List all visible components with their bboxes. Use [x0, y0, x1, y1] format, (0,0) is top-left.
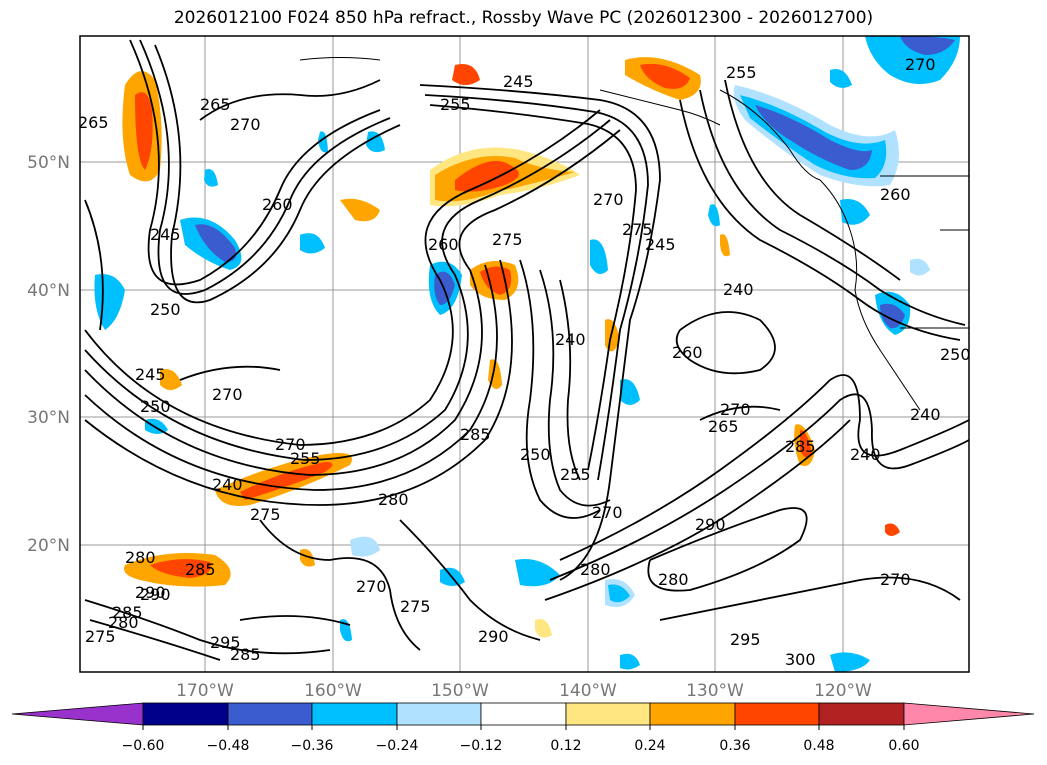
contour-label: 290 [140, 585, 171, 604]
contour-label: 270 [880, 570, 911, 589]
contour-label: 280 [125, 548, 156, 567]
contour-label: 245 [150, 225, 181, 244]
coastlines [299, 57, 969, 411]
contour-label: 240 [723, 280, 754, 299]
contour-label: 280 [108, 613, 139, 632]
colorbar-tick-label: 0.60 [888, 738, 919, 754]
lon-label-160w: 160°W [304, 681, 362, 701]
lon-label-130w: 130°W [686, 681, 744, 701]
contour-label: 300 [785, 650, 816, 669]
colorbar-tick-label: −0.48 [207, 738, 250, 754]
contour-label: 275 [250, 505, 281, 524]
colorbar-segment [480, 702, 567, 726]
contour-label: 270 [356, 577, 387, 596]
contour-label: 255 [440, 95, 471, 114]
contour-label: 260 [880, 185, 911, 204]
contour-label: 250 [140, 397, 171, 416]
contour-label: 255 [290, 449, 321, 468]
contour-label: 245 [135, 365, 166, 384]
map-content: 265 265 270 260 245 250 245 250 270 270 … [78, 36, 971, 672]
lat-label-40n: 40°N [27, 281, 70, 301]
contour-label: 280 [658, 570, 689, 589]
lon-label-170w: 170°W [176, 681, 234, 701]
colorbar-segment [311, 702, 398, 726]
colorbar-extend-low [11, 702, 144, 726]
colorbar-tick-label: −0.12 [460, 738, 503, 754]
contour-label: 275 [492, 230, 523, 249]
contour-label: 270 [905, 55, 936, 74]
colorbar-tick-label: 0.24 [634, 738, 665, 754]
contour-label: 275 [622, 220, 653, 239]
contour-label: 265 [708, 417, 739, 436]
contour-label: 290 [135, 583, 166, 602]
colorbar-segment [565, 702, 651, 726]
contour-label: 240 [212, 475, 243, 494]
negative-shading [94, 36, 960, 672]
contour-label: 285 [460, 425, 491, 444]
contour-label: 260 [428, 235, 459, 254]
colorbar-tick-label: −0.36 [291, 738, 334, 754]
contour-label: 270 [230, 115, 261, 134]
contour-label: 255 [726, 63, 757, 82]
contour-label: 285 [785, 437, 816, 456]
contour-label: 280 [378, 490, 409, 509]
colorbar-segment [818, 702, 905, 726]
colorbar-tick-label: −0.24 [376, 738, 419, 754]
contour-label: 285 [230, 645, 261, 664]
lat-label-50n: 50°N [27, 153, 70, 173]
contour-label: 245 [645, 235, 676, 254]
plot-title: 2026012100 F024 850 hPa refract., Rossby… [173, 8, 874, 28]
lon-label-120w: 120°W [814, 681, 872, 701]
contour-label: 270 [275, 435, 306, 454]
colorbar-segment [734, 702, 820, 726]
colorbar-ticks [142, 725, 905, 730]
contour-label: 275 [85, 627, 116, 646]
contour-label: 250 [150, 300, 181, 319]
contour-label: 250 [520, 445, 551, 464]
colorbar-tick-label: 0.48 [803, 738, 834, 754]
contour-label: 250 [940, 345, 971, 364]
contour-label: 270 [592, 503, 623, 522]
contour-label: 285 [112, 603, 143, 622]
map-frame [79, 35, 970, 673]
contour-label: 285 [185, 560, 216, 579]
contour-label: 240 [555, 330, 586, 349]
colorbar-segment [142, 702, 229, 726]
contour-label: 260 [672, 343, 703, 362]
contour-label: 245 [503, 72, 534, 91]
colorbar-tick-label: −0.60 [122, 738, 165, 754]
contour-label: 290 [478, 627, 509, 646]
contour-label: 275 [400, 597, 431, 616]
colorbar-segment [227, 702, 313, 726]
contour-label: 295 [210, 633, 241, 652]
lat-label-30n: 30°N [27, 408, 70, 428]
lon-label-140w: 140°W [559, 681, 617, 701]
contour-label: 265 [78, 113, 109, 132]
contour-label: 270 [212, 385, 243, 404]
colorbar-tick-label: 0.36 [719, 738, 750, 754]
contour-label: 295 [730, 630, 761, 649]
contour-label: 255 [560, 465, 591, 484]
colorbar-segment [649, 702, 736, 726]
contour-label: 260 [262, 195, 293, 214]
contour-lines [84, 39, 969, 661]
contour-label: 265 [200, 95, 231, 114]
positive-shading [122, 57, 900, 638]
contour-label: 270 [593, 190, 624, 209]
colorbar-extend-high [903, 702, 1035, 726]
colorbar-tick-label: 0.12 [550, 738, 581, 754]
contour-label: 270 [720, 400, 751, 419]
colorbar-segment [396, 702, 482, 726]
lat-label-20n: 20°N [27, 536, 70, 556]
contour-label: 290 [695, 515, 726, 534]
lon-label-150w: 150°W [431, 681, 489, 701]
colorbar [11, 702, 1035, 726]
contour-label: 240 [910, 405, 941, 424]
contour-labels: 265 265 270 260 245 250 245 250 270 270 … [78, 55, 971, 669]
contour-label: 280 [580, 560, 611, 579]
contour-label: 240 [850, 445, 881, 464]
